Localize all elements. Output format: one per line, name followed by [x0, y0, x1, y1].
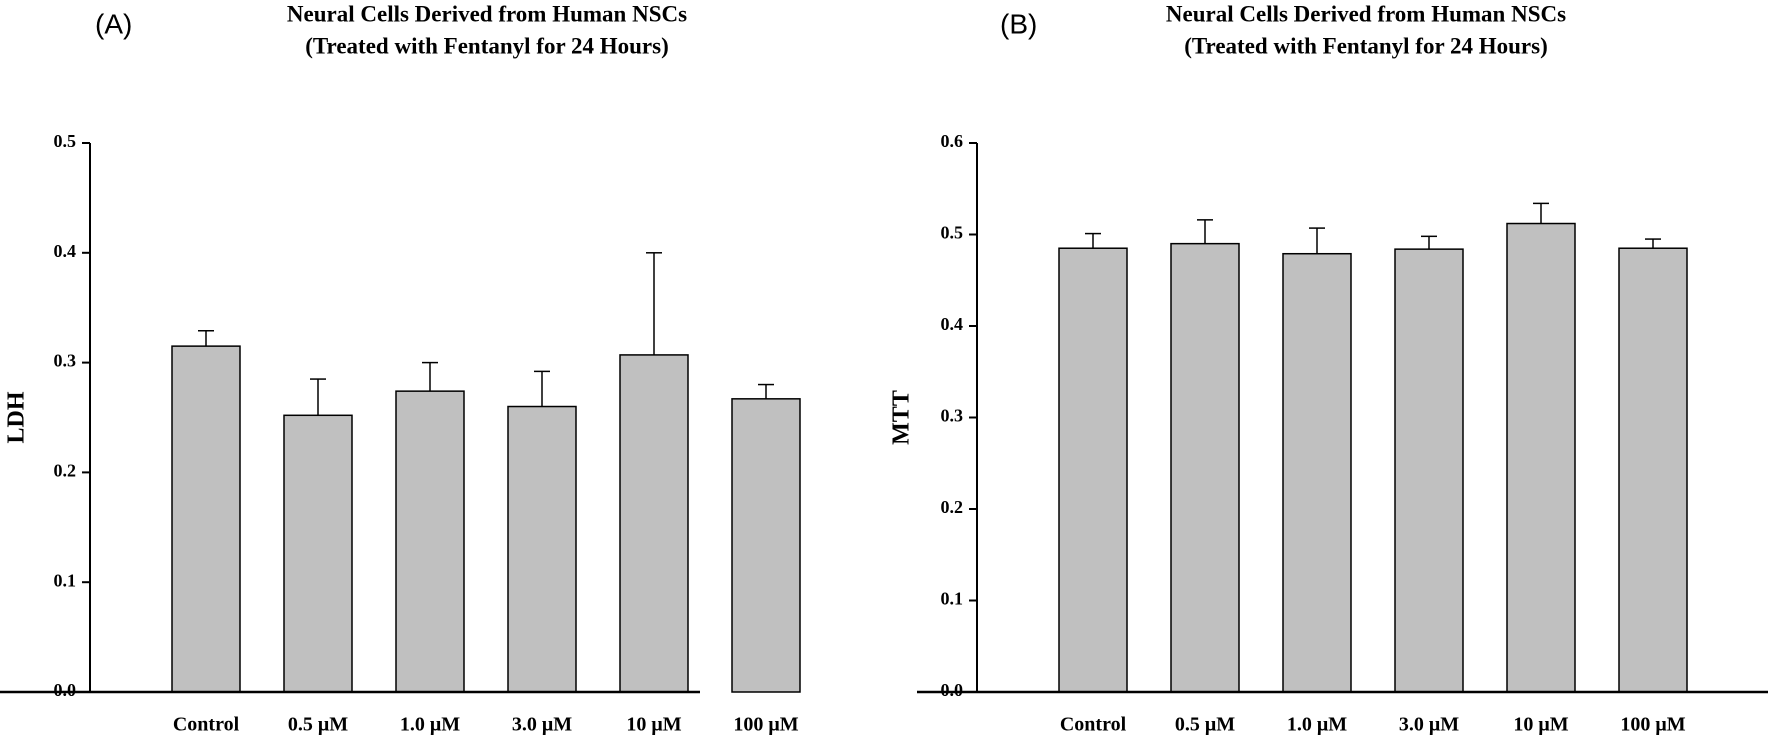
- bar: [1282, 252, 1352, 693]
- chart-title: Neural Cells Derived from Human NSCs: [287, 1, 687, 26]
- bar: [1394, 248, 1464, 693]
- y-tick-label: 0.5: [54, 131, 77, 151]
- y-axis-label: MTT: [889, 390, 915, 445]
- x-tick-label: 0.5 μM: [1175, 714, 1235, 736]
- x-tick-label: 100 μM: [733, 714, 798, 736]
- x-tick-label: Control: [1060, 714, 1127, 736]
- y-tick-label: 0.3: [54, 351, 77, 371]
- x-tick-label: Control: [173, 714, 240, 736]
- chart-subtitle: (Treated with Fentanyl for 24 Hours): [1184, 33, 1548, 58]
- y-tick-label: 0.1: [941, 589, 964, 609]
- bar: [283, 414, 353, 693]
- x-tick-label: 1.0 μM: [1287, 714, 1347, 736]
- x-tick-label: 0.5 μM: [288, 714, 348, 736]
- x-tick-label: 3.0 μM: [512, 714, 572, 736]
- bar: [395, 390, 465, 693]
- y-tick-label: 0.6: [941, 131, 964, 151]
- x-tick-label: 3.0 μM: [1399, 714, 1459, 736]
- bar: [619, 354, 689, 693]
- y-tick-label: 0.2: [941, 497, 964, 517]
- chart-title: Neural Cells Derived from Human NSCs: [1166, 1, 1566, 26]
- y-tick-label: 0.5: [941, 223, 964, 243]
- panel-label: (B): [1000, 8, 1037, 39]
- y-tick-label: 0.2: [54, 461, 77, 481]
- bar: [1506, 222, 1576, 693]
- bar: [731, 398, 801, 693]
- y-tick-label: 0.0: [54, 680, 77, 700]
- bar: [507, 405, 577, 693]
- x-tick-label: 100 μM: [1620, 714, 1685, 736]
- x-tick-label: 1.0 μM: [400, 714, 460, 736]
- y-tick-label: 0.4: [941, 314, 964, 334]
- bar: [1058, 247, 1128, 693]
- x-tick-label: 10 μM: [1513, 714, 1568, 736]
- y-tick-label: 0.0: [941, 680, 964, 700]
- panel-label: (A): [95, 8, 132, 39]
- x-tick-label: 10 μM: [626, 714, 681, 736]
- bar: [171, 345, 241, 693]
- y-tick-label: 0.4: [54, 241, 77, 261]
- bar: [1618, 247, 1688, 693]
- chart-subtitle: (Treated with Fentanyl for 24 Hours): [305, 33, 669, 58]
- y-tick-label: 0.3: [941, 406, 964, 426]
- y-tick-label: 0.1: [54, 570, 77, 590]
- bar: [1170, 242, 1240, 693]
- y-axis-label: LDH: [4, 391, 30, 443]
